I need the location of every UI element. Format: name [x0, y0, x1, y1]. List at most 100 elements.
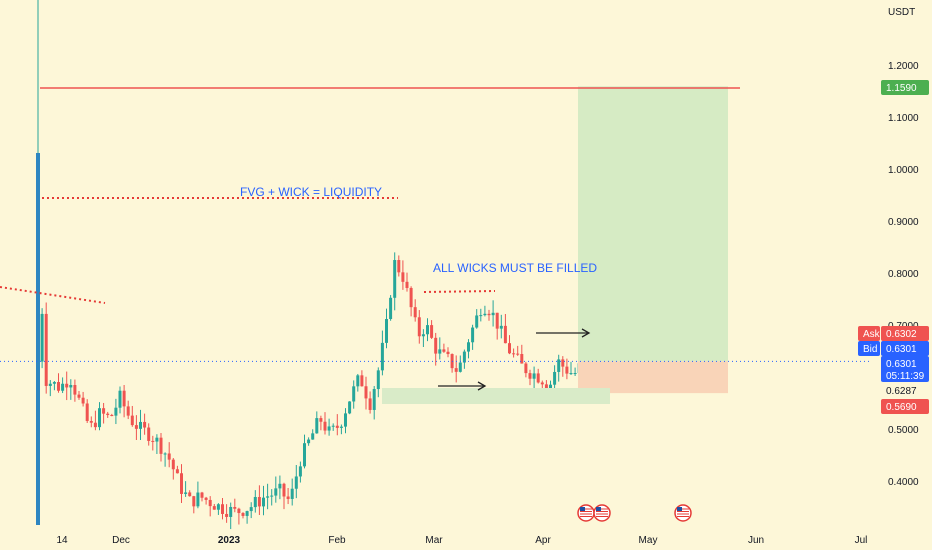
candle-body	[315, 418, 319, 434]
candle	[413, 299, 417, 322]
us-flag-icon[interactable]	[674, 504, 692, 522]
candle-body	[344, 413, 347, 427]
candle	[528, 369, 532, 386]
us-flag-icon[interactable]	[577, 504, 595, 522]
candle-body	[348, 401, 352, 414]
candle-body	[307, 439, 311, 444]
bid-price-tag-bg	[881, 341, 929, 356]
candle-body	[389, 297, 393, 320]
candle-body	[483, 313, 487, 316]
candle	[495, 312, 499, 340]
candle	[147, 423, 151, 446]
candle-body	[372, 389, 376, 410]
candle	[151, 435, 155, 451]
candle-body	[303, 443, 306, 467]
candle	[348, 401, 352, 415]
candle	[311, 429, 315, 440]
candle	[270, 489, 274, 506]
candle	[393, 252, 397, 311]
annotation-wicks[interactable]: ALL WICKS MUST BE FILLED	[433, 261, 597, 275]
candle	[569, 361, 573, 375]
candle	[483, 305, 487, 317]
candle	[561, 356, 565, 377]
candle	[331, 423, 335, 431]
candle-body	[385, 319, 388, 343]
candle	[188, 490, 192, 497]
candle	[212, 503, 216, 510]
arrow-upper[interactable]	[536, 328, 591, 338]
candle	[491, 300, 495, 327]
candle-body	[397, 260, 401, 273]
candle-body	[212, 506, 216, 510]
candle-body	[569, 373, 573, 375]
candle	[344, 408, 347, 434]
candle	[471, 324, 475, 350]
candle	[409, 286, 413, 317]
candle	[298, 461, 302, 483]
candle	[475, 309, 479, 329]
candle-body	[446, 351, 450, 355]
candle-body	[508, 343, 511, 354]
time-tick-label: May	[639, 535, 658, 546]
candle	[417, 310, 421, 344]
candle	[241, 512, 245, 519]
candle-body	[180, 473, 183, 494]
candle-body	[126, 406, 130, 416]
candle	[122, 384, 126, 418]
bid-label-text: Bid	[863, 344, 877, 355]
candle-body	[274, 488, 278, 496]
candle-body	[200, 492, 204, 498]
candle	[114, 398, 118, 425]
candle	[540, 380, 544, 389]
candle-body	[442, 349, 446, 352]
us-flag-icon[interactable]	[593, 504, 611, 522]
candle-body	[245, 511, 249, 516]
candle-body	[376, 370, 380, 390]
candle-body	[549, 384, 552, 389]
candle-body	[323, 421, 327, 431]
candle	[98, 402, 101, 431]
candle-body	[65, 383, 69, 388]
annotation-liquidity[interactable]: FVG + WICK = LIQUIDITY	[240, 185, 382, 199]
candle	[450, 353, 454, 373]
candle	[139, 409, 142, 441]
candle-body	[491, 312, 495, 316]
candle-body	[262, 497, 265, 507]
candle	[126, 400, 130, 420]
candle-body	[44, 313, 48, 386]
candle	[364, 376, 368, 410]
candle	[380, 330, 384, 376]
candle-body	[462, 351, 466, 363]
last-price-value: 0.6301	[886, 359, 917, 370]
candle-body	[192, 496, 196, 507]
profit-zone[interactable]	[578, 86, 728, 362]
candle	[536, 368, 540, 384]
candle-body	[266, 496, 270, 498]
loss-zone[interactable]	[578, 361, 728, 394]
candle	[245, 510, 249, 524]
candle	[180, 464, 183, 504]
stop-price-tag: 0.5690	[881, 399, 929, 414]
candle-body	[57, 382, 60, 391]
time-tick-label: Jun	[748, 535, 764, 546]
arrow-lower[interactable]	[438, 381, 487, 391]
candle-body	[196, 492, 200, 507]
candle-body	[503, 325, 507, 344]
bid-price-tag: 0.6301	[881, 341, 929, 356]
candle-body	[130, 415, 134, 426]
candle	[262, 485, 265, 516]
candle-body	[368, 398, 372, 410]
candle-body	[134, 425, 138, 429]
drawings-layer[interactable]: FVG + WICK = LIQUIDITY ALL WICKS MUST BE …	[0, 86, 870, 404]
candle-body	[487, 313, 491, 316]
candle	[430, 320, 434, 339]
ask-price-tag: 0.6302	[881, 326, 929, 341]
trend-dotted-line[interactable]	[0, 286, 106, 304]
wick-dotted-line[interactable]	[423, 290, 496, 293]
candle-body	[159, 437, 163, 454]
candle	[520, 344, 524, 364]
demand-zone[interactable]	[382, 388, 610, 404]
candle	[233, 498, 237, 513]
candle-body	[171, 459, 175, 470]
